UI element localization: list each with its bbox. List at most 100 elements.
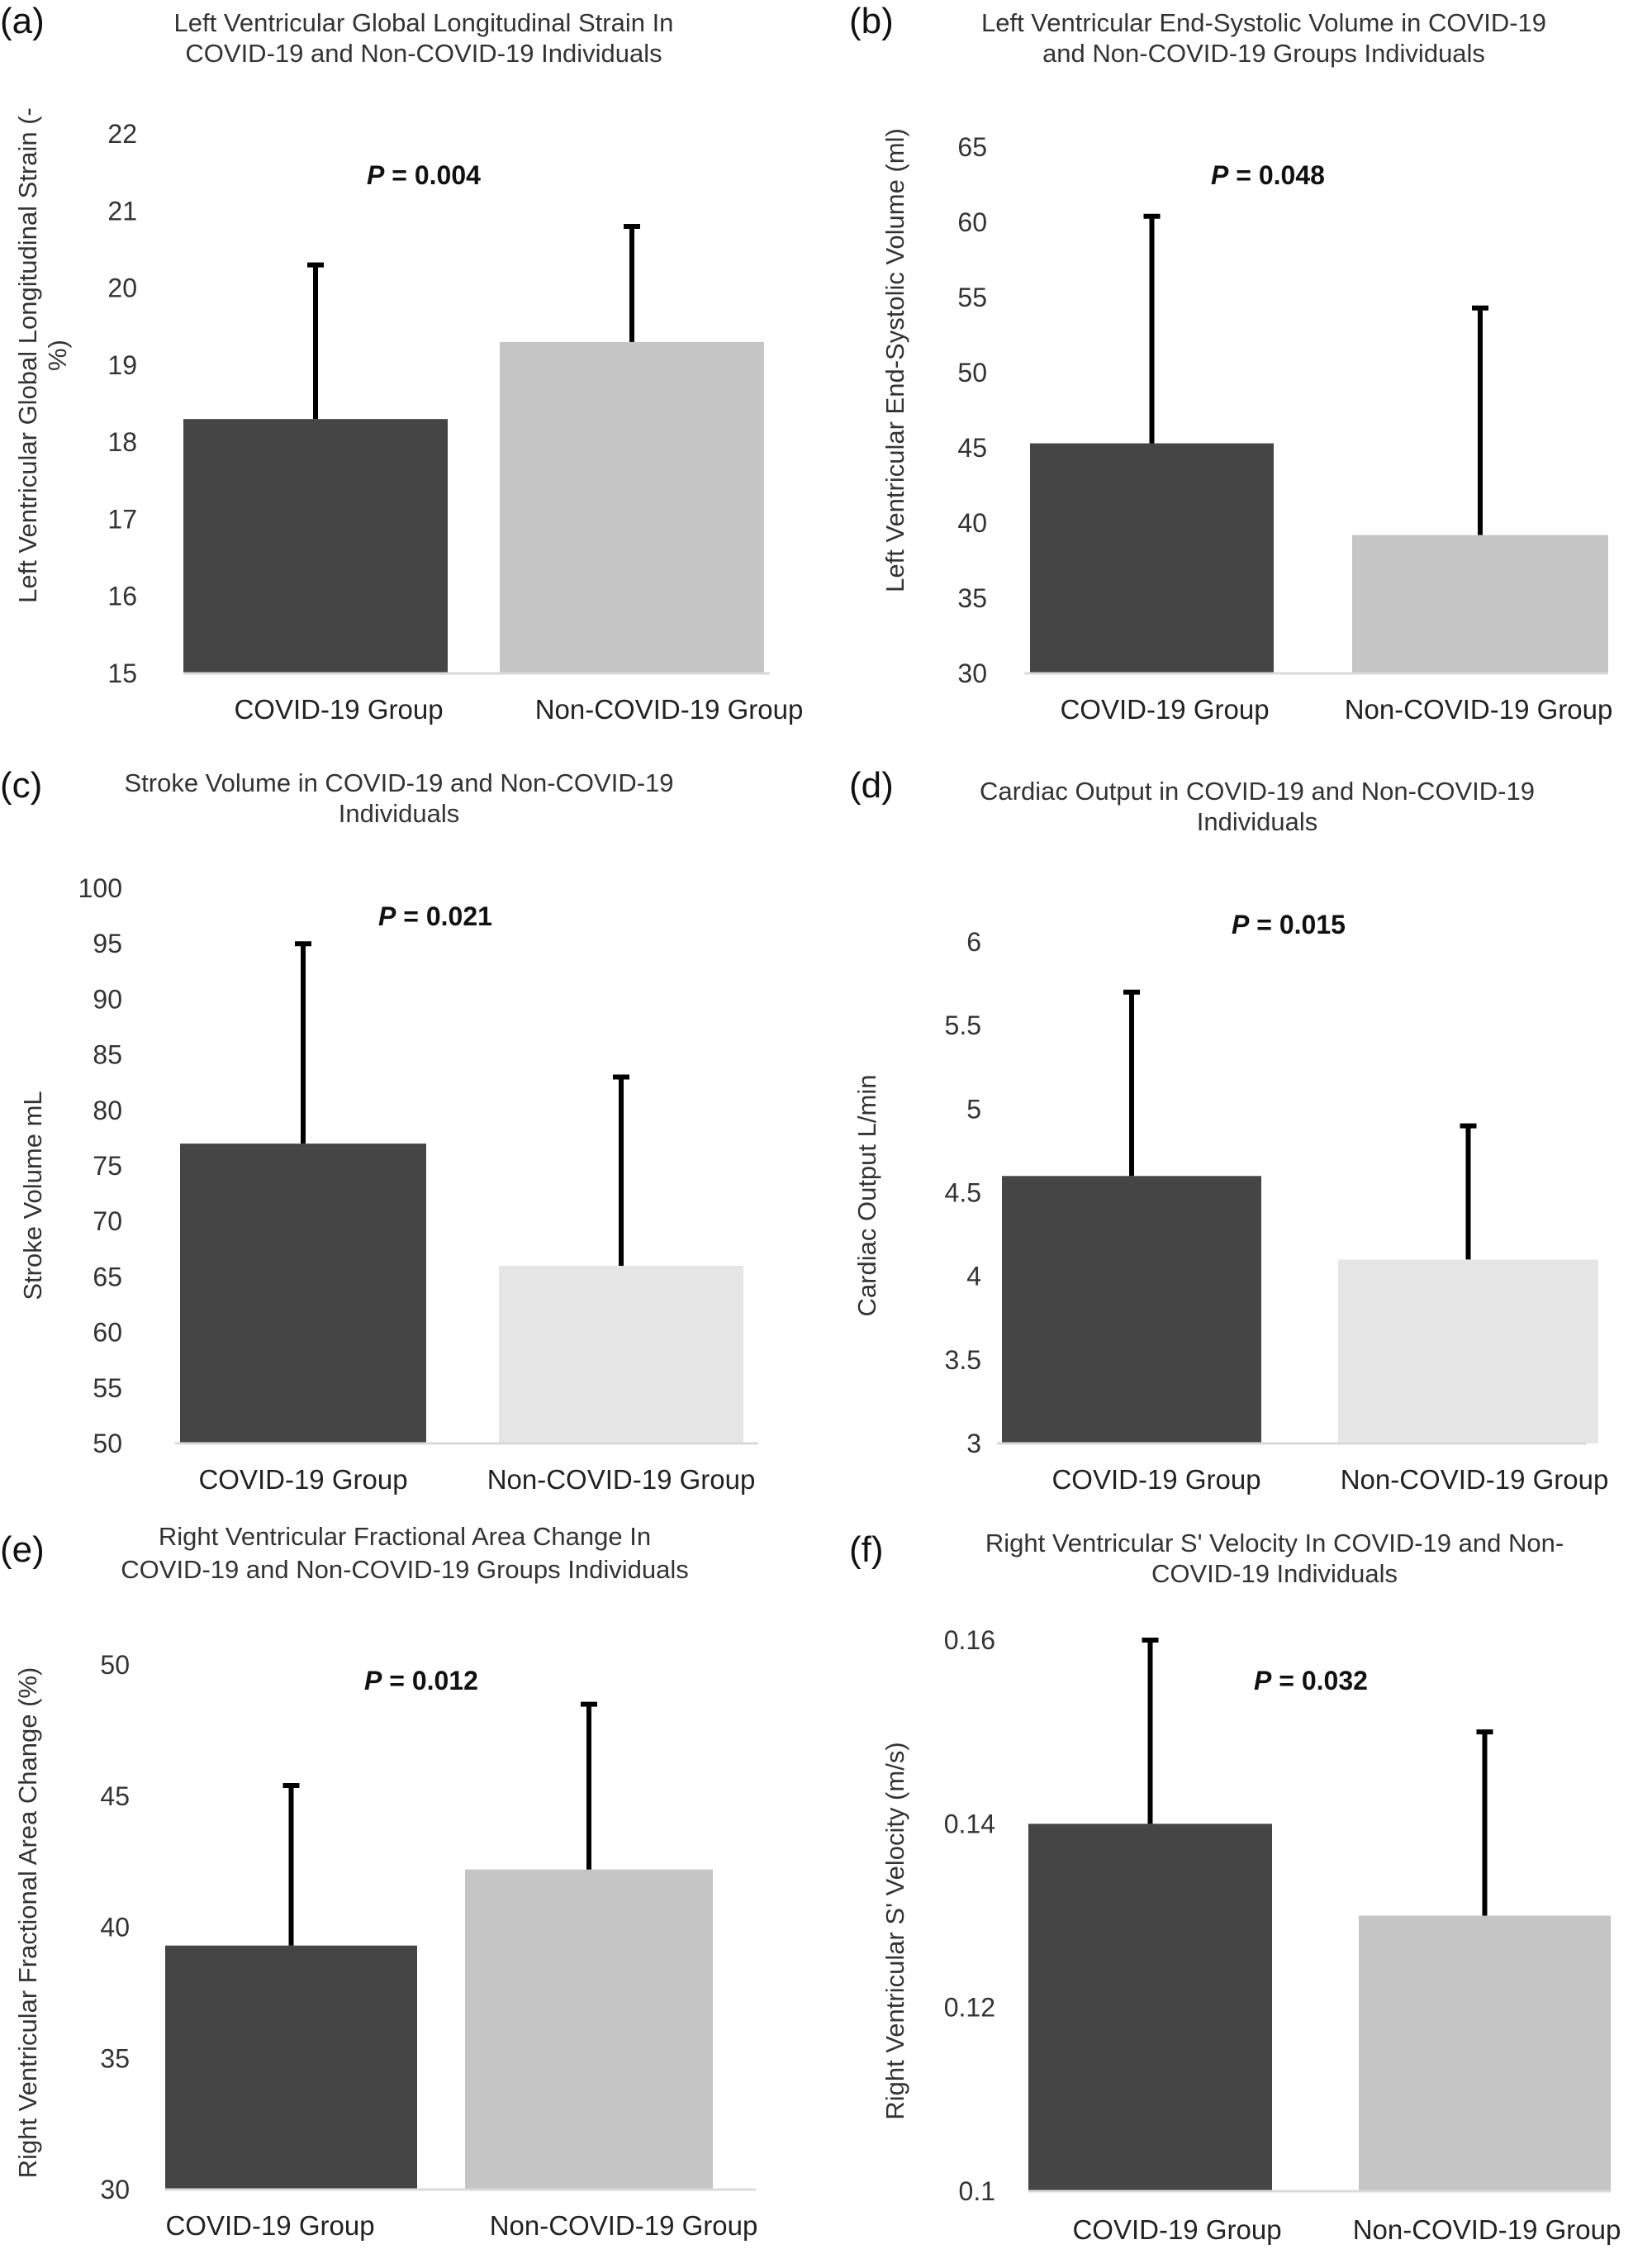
chart-title-line: Left Ventricular End-Systolic Volume in …	[981, 8, 1546, 37]
category-label: Non-COVID-19 Group	[1345, 694, 1613, 725]
y-tick-label: 50	[100, 1650, 130, 1680]
p-value-label: P = 0.021	[378, 901, 492, 931]
p-value: = 0.012	[382, 1666, 478, 1695]
category-label: COVID-19 Group	[1051, 1464, 1260, 1495]
y-tick-label: 19	[107, 350, 137, 380]
y-tick-label: 0.16	[944, 1625, 995, 1655]
y-tick-label: 75	[93, 1151, 122, 1181]
category-label: Non-COVID-19 Group	[490, 2210, 758, 2241]
p-symbol: P	[1232, 910, 1250, 939]
bar-covid	[1028, 1824, 1272, 2191]
chart-title-line: Right Ventricular Fractional Area Change…	[159, 1522, 651, 1551]
y-tick-label: 4.5	[945, 1178, 981, 1208]
y-tick-label: 21	[107, 196, 137, 226]
y-tick-label: 5.5	[945, 1010, 981, 1040]
bar-non-covid	[500, 341, 764, 673]
y-tick-label: 6	[966, 927, 981, 957]
panel-label: (f)	[849, 1529, 884, 1570]
y-tick-label: 100	[78, 873, 122, 903]
y-tick-label: 40	[957, 508, 987, 538]
bar-non-covid	[1352, 535, 1608, 673]
y-tick-label: 0.12	[944, 1993, 995, 2023]
y-tick-label: 65	[957, 132, 987, 162]
y-tick-label: 16	[107, 582, 137, 611]
category-label: COVID-19 Group	[1060, 694, 1269, 725]
y-tick-label: 4	[966, 1262, 981, 1291]
y-tick-label: 80	[93, 1096, 122, 1125]
category-label: Non-COVID-19 Group	[1353, 2214, 1621, 2245]
p-value: = 0.015	[1249, 910, 1346, 939]
y-tick-label: 3.5	[945, 1345, 981, 1375]
y-tick-label: 5	[966, 1094, 981, 1124]
y-axis-title: Cardiac Output L/min	[852, 1075, 881, 1317]
p-value-label: P = 0.015	[1232, 910, 1346, 939]
y-tick-label: 0.14	[944, 1809, 995, 1838]
category-label: Non-COVID-19 Group	[487, 1464, 756, 1495]
chart-panel-4: (d) Cardiac Output in COVID-19 and Non-CO…	[849, 765, 1608, 1495]
p-symbol: P	[1211, 160, 1229, 190]
chart-panel-5: (e) Right Ventricular Fractional Area Cha…	[0, 1522, 757, 2241]
bar-non-covid	[1338, 1259, 1598, 1443]
y-tick-label: 35	[100, 2043, 130, 2073]
category-label: COVID-19 Group	[165, 2210, 374, 2241]
y-tick-label: 30	[957, 659, 987, 688]
category-label: Non-COVID-19 Group	[535, 694, 804, 725]
chart-title-line: Stroke Volume in COVID-19 and Non-COVID-…	[124, 768, 673, 797]
chart-title-line: Individuals	[1197, 807, 1317, 836]
y-tick-label: 55	[93, 1373, 122, 1403]
y-tick-label: 45	[100, 1781, 130, 1811]
chart-title-line: COVID-19 Individuals	[1151, 1559, 1398, 1588]
p-symbol: P	[378, 901, 396, 931]
chart-title-line: Individuals	[339, 799, 459, 828]
chart-title-line: COVID-19 and Non-COVID-19 Individuals	[185, 39, 662, 68]
y-axis-title: Left Ventricular End-Systolic Volume (ml…	[881, 128, 909, 592]
y-tick-label: 55	[957, 283, 987, 312]
y-tick-label: 3	[966, 1429, 981, 1458]
y-tick-label: 60	[93, 1318, 122, 1348]
p-symbol: P	[364, 1666, 382, 1695]
y-tick-label: 65	[93, 1262, 122, 1291]
chart-title-line: Left Ventricular Global Longitudinal Str…	[174, 8, 674, 37]
y-tick-label: 40	[100, 1913, 130, 1943]
chart-panel-1: (a) Left Ventricular Global Longitudinal …	[0, 1, 803, 725]
y-tick-label: 22	[107, 119, 137, 149]
y-tick-label: 15	[107, 659, 137, 688]
p-value-label: P = 0.012	[364, 1666, 478, 1695]
y-tick-label: 17	[107, 504, 137, 534]
category-label: COVID-19 Group	[234, 694, 443, 725]
chart-title-line: Cardiac Output in COVID-19 and Non-COVID…	[980, 777, 1535, 806]
y-axis-title: %)	[43, 340, 72, 371]
y-tick-label: 20	[107, 273, 137, 303]
bar-non-covid	[499, 1265, 743, 1443]
chart-title-line: Right Ventricular S' Velocity In COVID-1…	[985, 1529, 1564, 1557]
p-symbol: P	[367, 160, 385, 190]
panel-label: (b)	[849, 1, 894, 41]
y-tick-label: 0.1	[959, 2176, 995, 2206]
y-axis-title: Stroke Volume mL	[18, 1091, 47, 1300]
chart-panel-3: (c) Stroke Volume in COVID-19 and Non-COV…	[0, 765, 758, 1495]
bar-covid	[1030, 443, 1274, 673]
chart-title-line: and Non-COVID-19 Groups Individuals	[1042, 39, 1485, 68]
bar-non-covid	[1359, 1915, 1611, 2191]
y-tick-label: 45	[957, 433, 987, 463]
p-value: = 0.004	[384, 160, 481, 190]
y-tick-label: 50	[93, 1429, 122, 1458]
category-label: COVID-19 Group	[1072, 2214, 1281, 2245]
p-value-label: P = 0.032	[1254, 1666, 1368, 1695]
category-label: Non-COVID-19 Group	[1341, 1464, 1609, 1495]
y-tick-label: 95	[93, 929, 122, 958]
y-tick-label: 50	[957, 358, 987, 388]
bar-covid	[180, 1144, 426, 1443]
panel-label: (e)	[0, 1529, 45, 1570]
bar-covid	[165, 1945, 417, 2190]
bar-covid	[1002, 1176, 1261, 1443]
y-tick-label: 70	[93, 1206, 122, 1236]
panel-label: (d)	[849, 765, 894, 806]
y-axis-title: Left Ventricular Global Longitudinal Str…	[13, 107, 42, 603]
bar-covid	[183, 419, 448, 673]
panel-label: (c)	[0, 765, 42, 806]
y-tick-label: 60	[957, 207, 987, 237]
chart-title-line: COVID-19 and Non-COVID-19 Groups Individ…	[121, 1555, 688, 1584]
y-tick-label: 30	[100, 2175, 130, 2204]
